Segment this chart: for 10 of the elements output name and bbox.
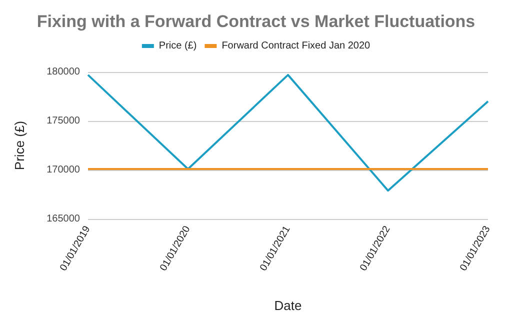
x-axis-title: Date xyxy=(274,298,302,313)
y-axis-title: Price (£) xyxy=(12,120,27,170)
line-series xyxy=(87,74,489,192)
y-tick-label: 180000 xyxy=(46,66,80,78)
legend-label: Forward Contract Fixed Jan 2020 xyxy=(222,40,371,52)
chart-title: Fixing with a Forward Contract vs Market Fluctuations xyxy=(36,12,476,31)
legend-label: Price (£) xyxy=(158,40,197,52)
y-tick-label: 175000 xyxy=(46,116,80,126)
y-tick-label: 165000 xyxy=(46,214,80,224)
y-tick-label: 170000 xyxy=(46,164,80,176)
